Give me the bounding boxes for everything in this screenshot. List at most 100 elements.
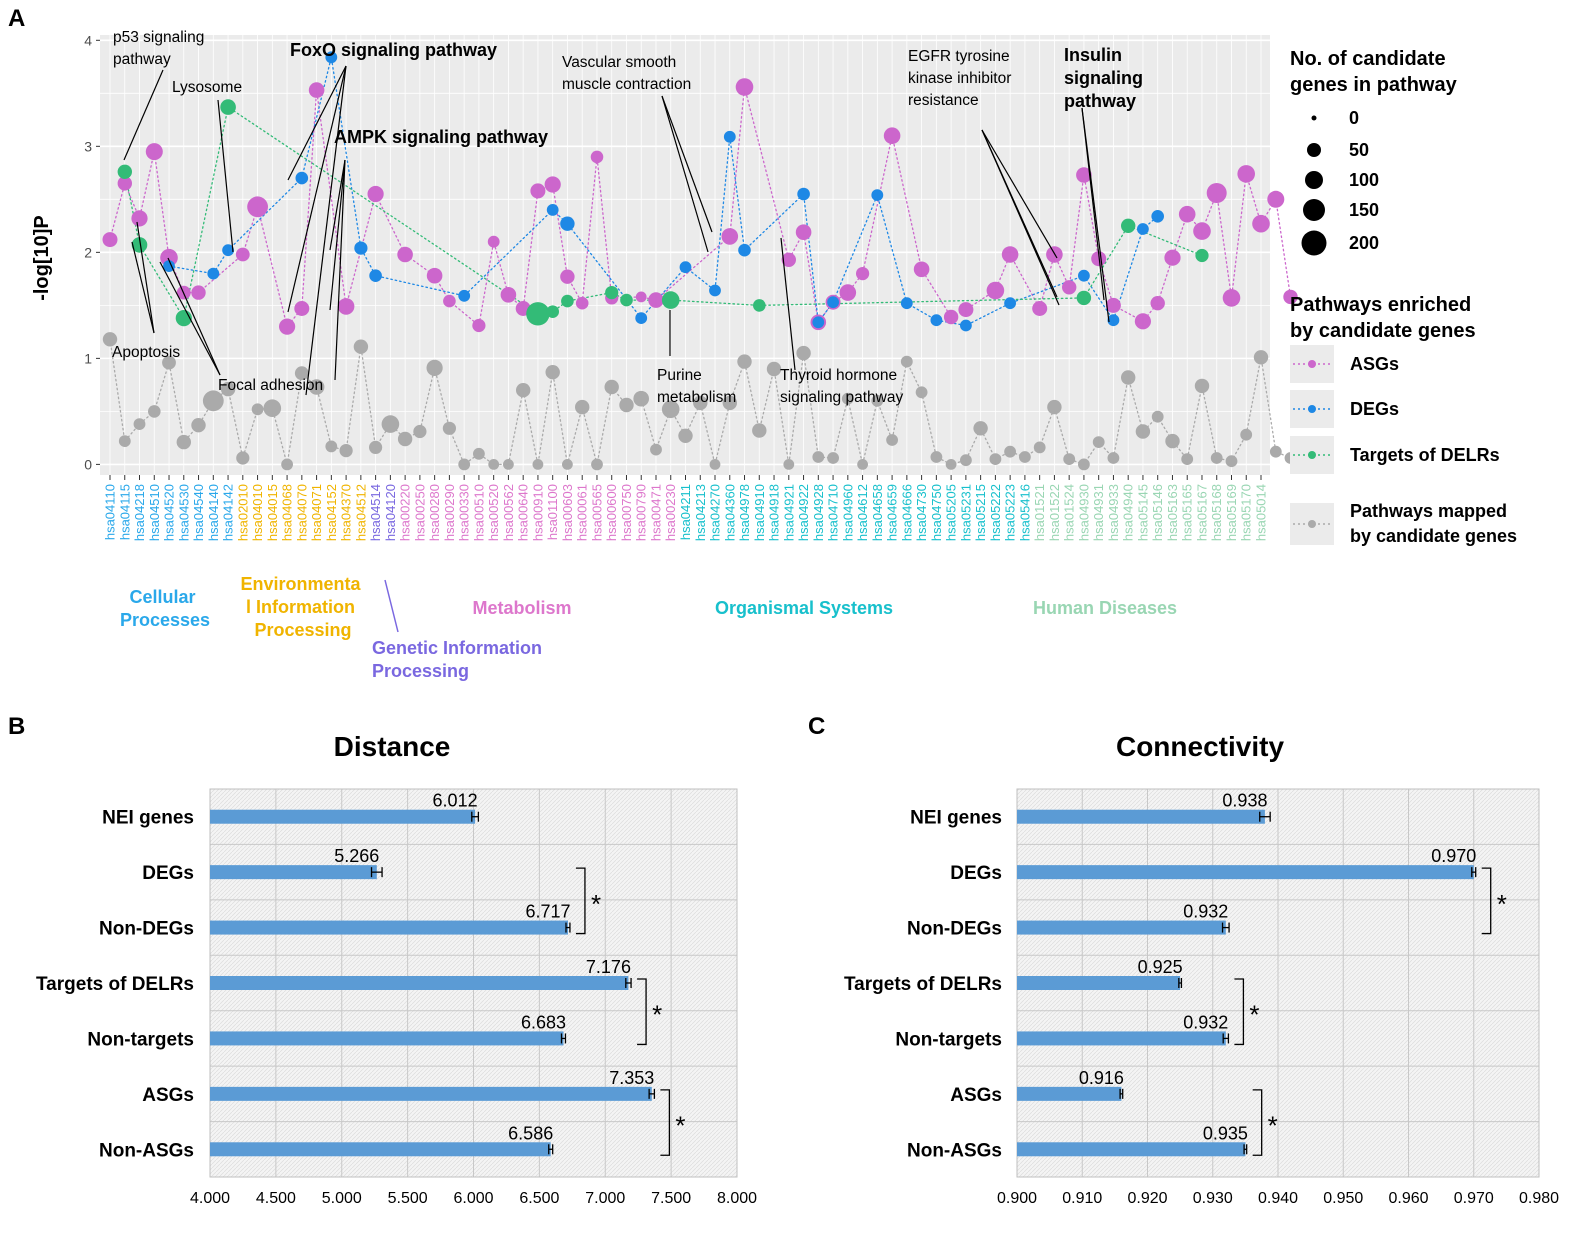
data-point [281, 458, 293, 471]
significance-star: * [1249, 1000, 1259, 1030]
bar-category-label: Non-DEGs [99, 919, 194, 940]
data-point [1107, 314, 1120, 327]
pathway-code: hsa04211 [678, 484, 693, 540]
data-point [325, 51, 338, 64]
color-legend-title: Pathways enriched by candidate genes [1290, 294, 1477, 342]
pathway-code: hsa00330 [457, 484, 472, 541]
data-point [633, 390, 649, 407]
annotation-foxo: FoxO signaling pathway [290, 40, 497, 60]
bar-value-label: 6.586 [508, 1123, 553, 1143]
data-point [325, 440, 338, 453]
annotation-lysosome: Lysosome [172, 79, 242, 96]
y-tick-label: 0 [84, 456, 92, 472]
data-point [1004, 445, 1016, 458]
data-point [1134, 313, 1151, 330]
size-legend-label-150: 150 [1349, 200, 1379, 220]
data-point [781, 252, 796, 267]
data-point [960, 454, 972, 467]
significance-star: * [1497, 889, 1507, 919]
pathway-code: hsa00750 [619, 484, 634, 541]
data-point [1240, 428, 1253, 441]
data-point [856, 267, 870, 281]
x-tick-label: 0.930 [1193, 1190, 1233, 1207]
annotation-ampk: AMPK signaling pathway [334, 127, 548, 147]
data-point [530, 183, 546, 199]
data-point [1151, 410, 1164, 423]
data-point [544, 176, 561, 193]
pathway-code: hsa04931 [1091, 484, 1106, 541]
bar-category-label: Non-ASGs [99, 1140, 194, 1161]
pathway-code: hsa04152 [324, 484, 339, 541]
pathway-code: hsa04658 [870, 484, 885, 541]
pathway-code: hsa05165 [1180, 484, 1195, 541]
x-tick-label: 7.000 [585, 1190, 625, 1207]
annotation-egfr: EGFR tyrosine kinase inhibitor resistanc… [908, 48, 1016, 109]
pathway-code: hsa04978 [737, 484, 752, 541]
bar [210, 976, 629, 990]
bar [210, 865, 377, 880]
bar [1017, 1086, 1122, 1101]
data-point [1178, 205, 1196, 223]
pathway-code: hsa00250 [412, 484, 427, 541]
data-point [413, 424, 427, 439]
data-point [1225, 455, 1238, 468]
data-point [500, 287, 517, 303]
x-tick-label: 0.900 [997, 1190, 1037, 1207]
data-point [102, 232, 118, 248]
x-tick-label: 0.960 [1388, 1190, 1428, 1207]
pathway-code: hsa04930 [1076, 484, 1091, 541]
legend-mapped-label: Pathways mapped by candidate genes [1350, 501, 1517, 546]
x-tick-label: 7.500 [651, 1190, 691, 1207]
data-point [883, 127, 901, 144]
data-point [339, 444, 353, 458]
bar [210, 920, 568, 935]
significance-star: * [1268, 1111, 1278, 1141]
data-point [648, 292, 664, 308]
y-tick-label: 1 [84, 350, 92, 366]
pathway-code: hsa04514 [368, 484, 383, 541]
data-point [812, 316, 825, 329]
size-legend-label-50: 50 [1349, 140, 1369, 160]
data-point [133, 418, 146, 430]
data-point [900, 355, 913, 368]
data-point [1252, 214, 1270, 233]
pathway-code: hsa04140 [206, 484, 221, 541]
pathway-code: hsa05146 [1150, 484, 1165, 541]
data-point [989, 453, 1002, 465]
size-legend-dot-0 [1311, 115, 1317, 121]
x-tick-label: 5.000 [322, 1190, 362, 1207]
data-point [591, 458, 603, 471]
data-point [679, 261, 692, 274]
data-point [353, 339, 369, 354]
data-point [426, 267, 443, 284]
data-point [369, 269, 382, 283]
size-legend-dot-50 [1307, 143, 1321, 157]
significance-star: * [591, 889, 601, 919]
bar-value-label: 7.176 [586, 957, 631, 977]
data-point [381, 415, 400, 433]
data-point [263, 399, 282, 418]
data-point [148, 405, 161, 418]
data-point [562, 459, 573, 470]
pathway-code: hsa00230 [663, 484, 678, 541]
legend-asg-swatch [1308, 360, 1316, 368]
data-point [207, 267, 220, 280]
category-label-cellular: Cellular Processes [120, 587, 210, 630]
pathway-code: hsa05167 [1195, 484, 1210, 541]
x-tick-label: 0.980 [1519, 1190, 1559, 1207]
data-point [235, 247, 250, 262]
data-point [620, 293, 633, 307]
data-point [294, 366, 309, 381]
size-legend-label-200: 200 [1349, 233, 1379, 253]
data-point [1076, 167, 1092, 183]
data-point [442, 421, 456, 435]
data-point [1210, 452, 1223, 464]
pathway-code: hsa04213 [693, 484, 708, 541]
data-point [162, 355, 176, 370]
data-point [886, 434, 898, 446]
data-point [635, 312, 648, 324]
pathway-code: hsa04512 [353, 484, 368, 541]
data-point [678, 428, 693, 443]
data-point [930, 451, 943, 463]
category-label-organismal: Organismal Systems [715, 598, 893, 618]
